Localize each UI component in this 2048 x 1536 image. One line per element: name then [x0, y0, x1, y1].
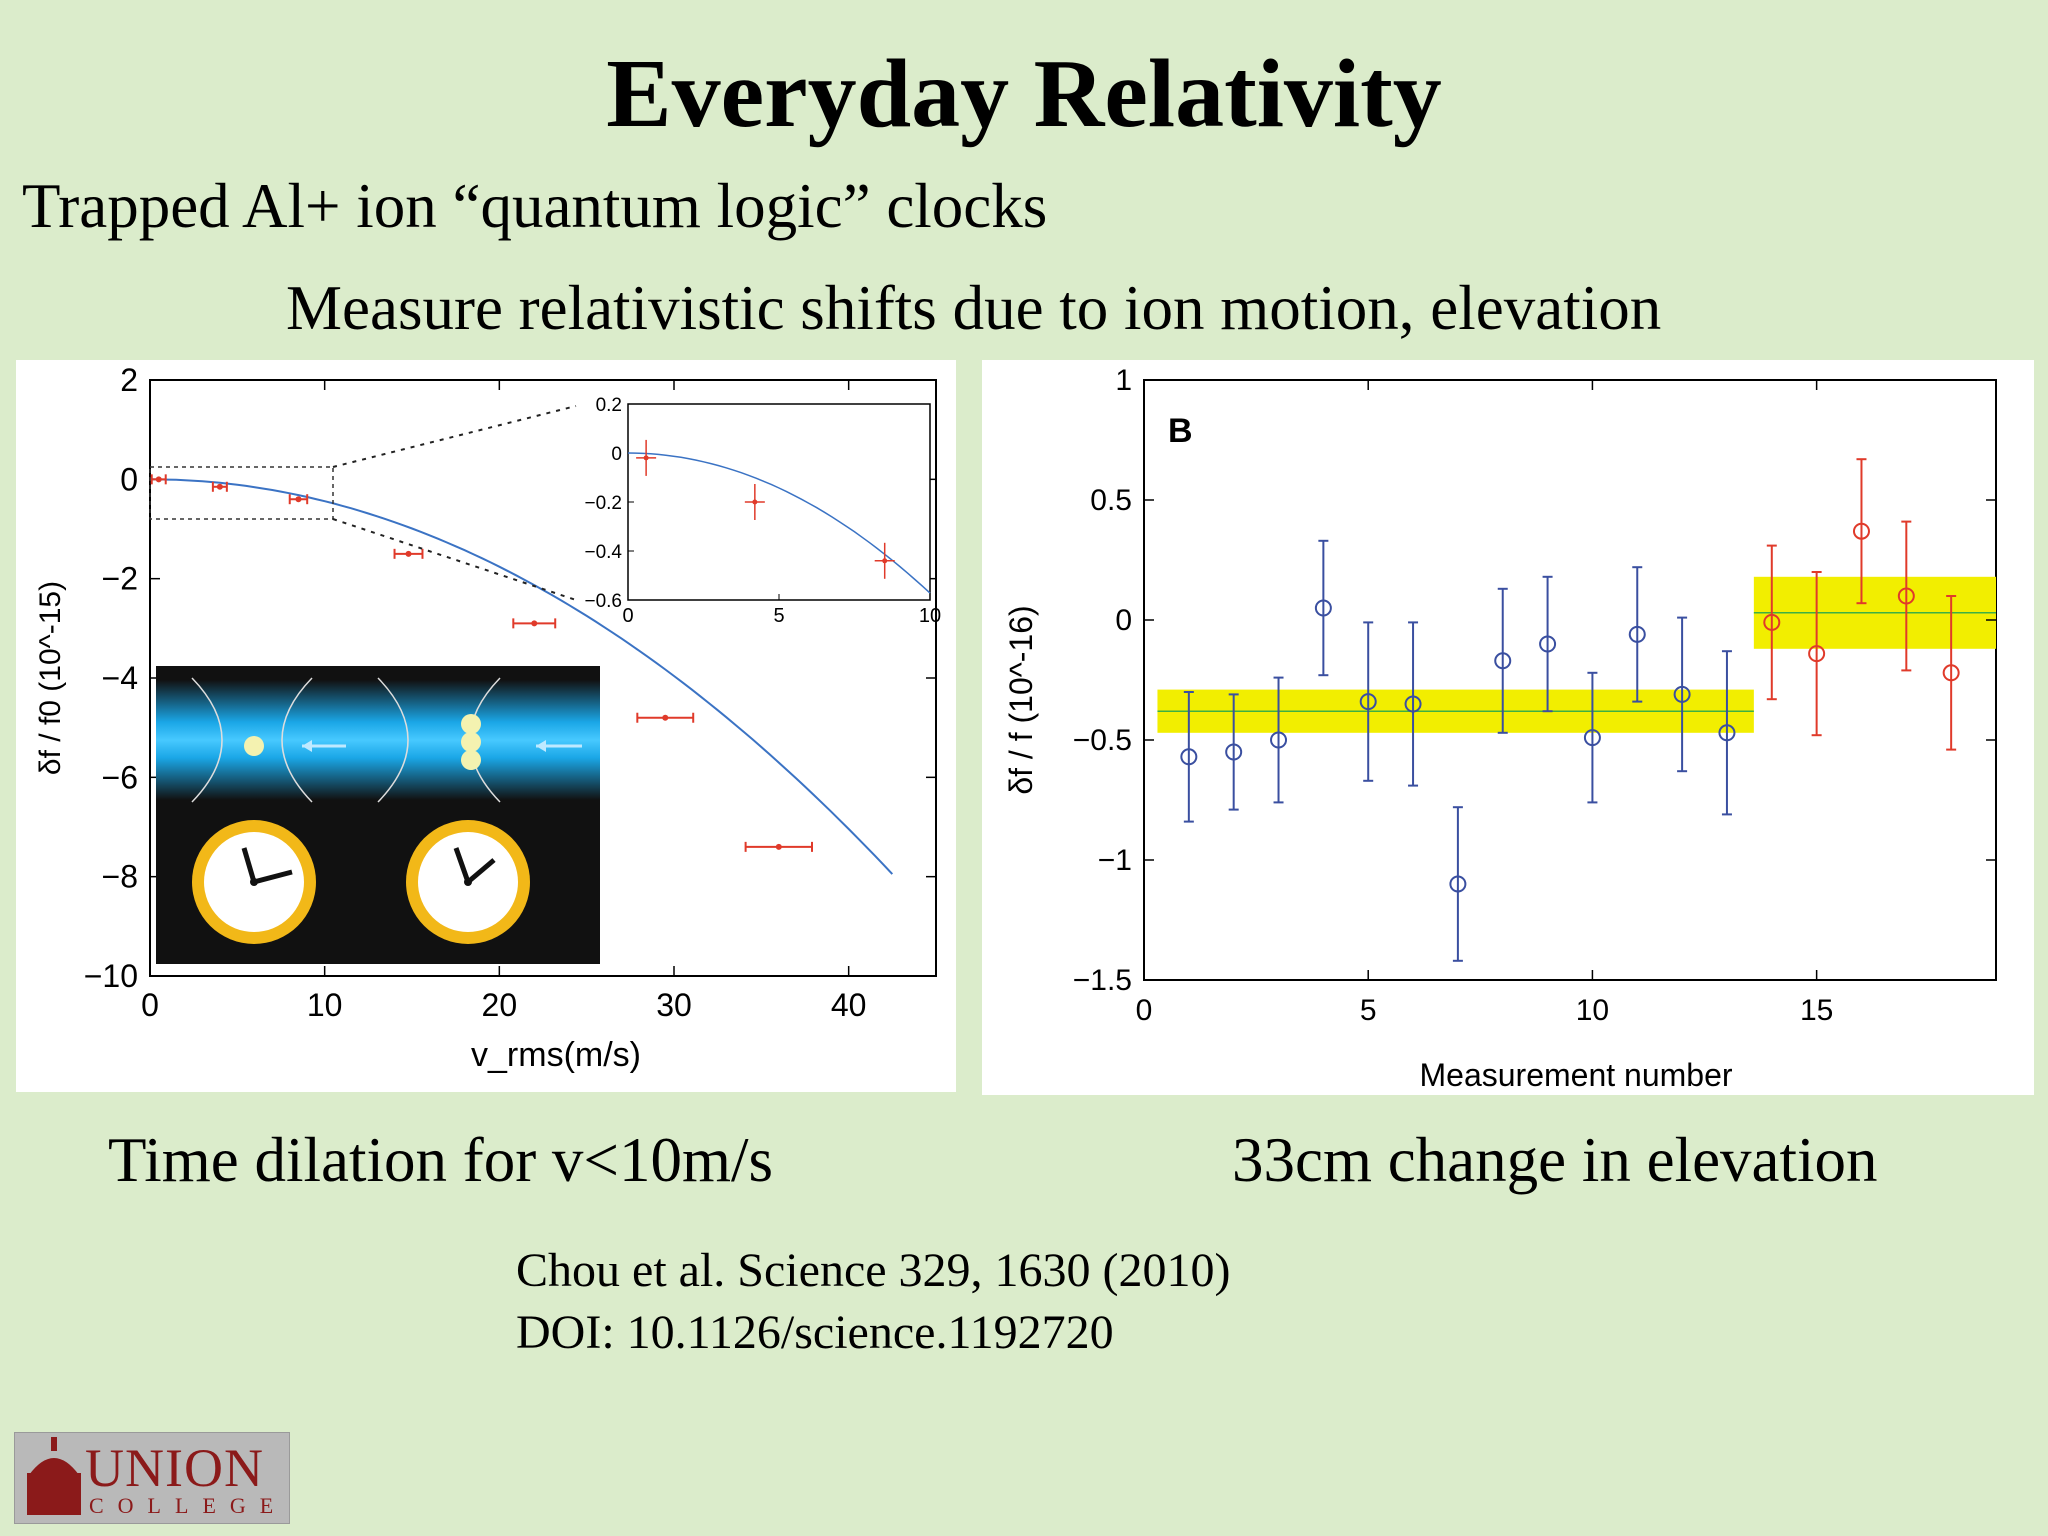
x-tick-label: 0 [141, 987, 159, 1023]
inset-frame [627, 403, 931, 601]
y-axis-label: δf / f0 (10^-15) [34, 581, 67, 775]
x-tick-label: 40 [831, 987, 867, 1023]
data-point [1583, 729, 1601, 747]
y-tick-label: −4 [102, 660, 138, 696]
plot-frame [1143, 379, 1997, 981]
zoom-box [149, 466, 334, 520]
ion-right-2 [461, 732, 481, 752]
inset-y-tick-label: −0.2 [584, 493, 622, 514]
x-tick-label: 10 [1576, 994, 1609, 1027]
y-tick-label: −6 [102, 759, 138, 795]
inset-fit-curve [627, 452, 931, 594]
data-point [1808, 645, 1826, 663]
caption-right: 33cm change in elevation [1232, 1125, 1878, 1195]
data-point [531, 620, 538, 627]
x-tick-label: 0 [1136, 994, 1153, 1027]
inset-y-tick-label: −0.4 [584, 542, 622, 563]
data-point [405, 550, 412, 557]
chart-elevation: 0 5 10 15 1 0.5 0 −0.5 −1 −1.5 Measurement number δ… [982, 360, 2034, 1095]
x-axis-label: v_rms(m/s) [471, 1036, 641, 1074]
data-point [1314, 599, 1332, 617]
inset-data-point [643, 455, 649, 461]
data-point [1628, 625, 1646, 643]
data-point [1404, 695, 1422, 713]
data-point [1359, 693, 1377, 711]
inset-y-tick-label: 0 [611, 444, 622, 465]
data-point [216, 483, 223, 490]
data-point [775, 843, 782, 850]
zoom-connector-top [332, 405, 577, 468]
data-point [1673, 685, 1691, 703]
trap-electrodes-left [191, 677, 313, 803]
slide-subtitle: Trapped Al+ ion “quantum logic” clocks [22, 171, 1048, 241]
x-tick-label: 20 [482, 987, 518, 1023]
ion-right-1 [461, 714, 481, 734]
clock-left-icon [192, 820, 316, 944]
y-tick-label: 1 [1115, 364, 1132, 397]
data-point [1539, 635, 1557, 653]
x-tick-label: 30 [656, 987, 692, 1023]
y-tick-label: 0 [120, 461, 138, 497]
data-point [1270, 731, 1288, 749]
slide-title: Everyday Relativity [606, 40, 1442, 148]
y-tick-label: 0 [1115, 604, 1132, 637]
zoom-connector-bottom [332, 518, 577, 601]
y-tick-label: −10 [84, 958, 138, 994]
inset-data-point [752, 499, 758, 505]
data-point [1449, 875, 1467, 893]
y-tick-label: −0.5 [1073, 724, 1132, 757]
y-tick-label: −2 [102, 561, 138, 597]
ion-right-3 [461, 750, 481, 770]
ion-trap-illustration [156, 666, 600, 964]
caption-left: Time dilation for v<10m/s [108, 1125, 773, 1195]
data-point [155, 476, 162, 483]
chapel-icon [27, 1437, 81, 1515]
data-point [1763, 613, 1781, 631]
slide-subline: Measure relativistic shifts due to ion m… [286, 273, 1662, 343]
inset-data-point [882, 558, 888, 564]
inset-plot: 0 5 10 0.2 0 −0.2 −0.4 −0.6 [584, 395, 941, 627]
inset-x-tick-label: 0 [622, 605, 633, 627]
fit-curve [149, 478, 894, 875]
data-point [1852, 522, 1870, 540]
data-point [1718, 724, 1736, 742]
x-tick-label: 15 [1800, 994, 1833, 1027]
panel-label: B [1168, 412, 1193, 450]
data-point [662, 714, 669, 721]
data-point [1942, 664, 1960, 682]
inset-y-tick-label: −0.6 [584, 591, 622, 612]
clock-right-icon [406, 820, 530, 944]
doi: DOI: 10.1126/science.1192720 [516, 1306, 1114, 1359]
y-tick-label: 2 [120, 362, 138, 398]
y-tick-label: −1.5 [1073, 964, 1132, 997]
y-axis-label: δf / f (10^-16) [1003, 605, 1039, 794]
x-tick-label: 5 [1360, 994, 1377, 1027]
logo-sub: COLLEGE [89, 1493, 288, 1518]
chart-elevation-svg: 0 5 10 15 1 0.5 0 −0.5 −1 −1.5 Measurement number δ… [1003, 364, 1997, 1093]
logo-word: UNION [85, 1438, 264, 1498]
ion-left [244, 736, 264, 756]
data-point [1897, 587, 1915, 605]
inset-x-tick-label: 10 [919, 605, 941, 627]
chart-time-dilation: 0 10 20 30 40 2 0 −2 −4 −6 −8 −10 v_rms(m/s) δf / f0 … [16, 360, 956, 1092]
y-tick-label: −1 [1098, 844, 1132, 877]
data-point [1180, 748, 1198, 766]
x-axis-label: Measurement number [1419, 1057, 1732, 1093]
y-tick-label: 0.5 [1090, 484, 1132, 517]
x-tick-label: 10 [307, 987, 343, 1023]
laser-beam [156, 680, 600, 800]
data-point [295, 496, 302, 503]
data-point [1225, 743, 1243, 761]
inset-y-tick-label: 0.2 [596, 395, 622, 416]
union-college-logo: UNION COLLEGE [14, 1432, 290, 1524]
inset-x-tick-label: 5 [773, 605, 784, 627]
citation: Chou et al. Science 329, 1630 (2010) [516, 1244, 1231, 1297]
data-point [1494, 652, 1512, 670]
y-tick-label: −8 [102, 859, 138, 895]
